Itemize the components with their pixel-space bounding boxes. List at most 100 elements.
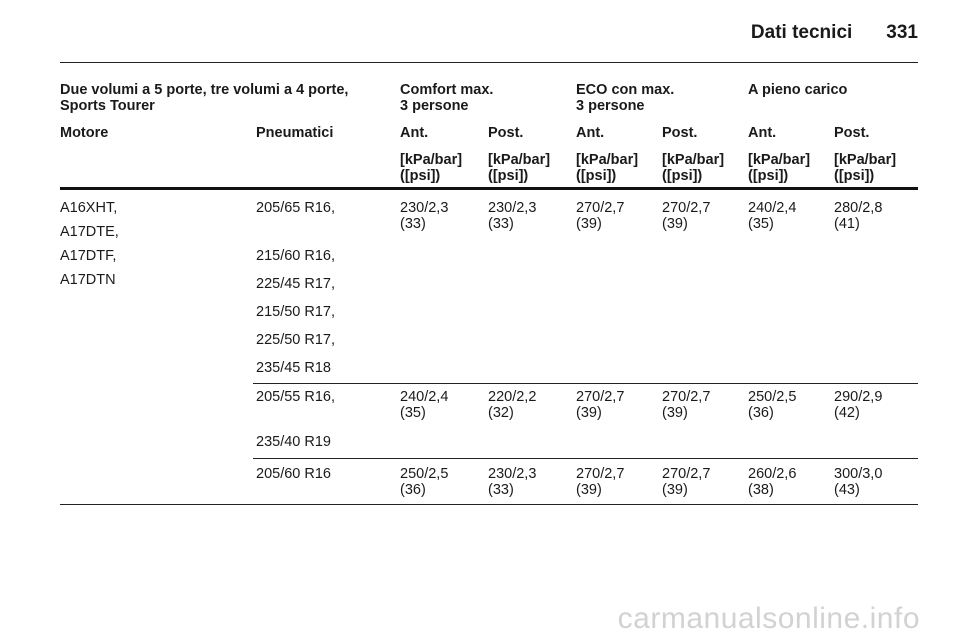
pressure-kpa-bar: 290/2,9: [834, 389, 883, 405]
pressure-psi: (35): [748, 216, 774, 232]
unit-label: [kPa/bar]: [834, 152, 897, 168]
page-number: 331: [886, 22, 918, 43]
row-divider: [253, 383, 918, 384]
unit-label: ([psi]): [488, 168, 529, 184]
tyre-size: 205/60 R16: [256, 466, 331, 482]
pressure-value: 240/2,4 (35): [748, 200, 796, 232]
pressure-kpa-bar: 300/3,0: [834, 466, 883, 482]
unit-label: [kPa/bar]: [576, 152, 639, 168]
pressure-value: 220/2,2 (32): [488, 389, 536, 421]
tyre-size: 205/65 R16,: [256, 200, 336, 216]
pressure-kpa-bar: 280/2,8: [834, 200, 883, 216]
pressure-kpa-bar: 240/2,4: [400, 389, 449, 405]
eco-header-line: ECO con max.: [576, 82, 675, 98]
column-header-eco-front: Ant.: [576, 125, 605, 141]
pressure-value: 270/2,7 (39): [662, 389, 710, 421]
pressure-value: 300/3,0 (43): [834, 466, 882, 498]
unit-header: [kPa/bar] ([psi]): [400, 152, 462, 184]
unit-header: [kPa/bar] ([psi]): [834, 152, 896, 184]
unit-header: [kPa/bar] ([psi]): [576, 152, 638, 184]
unit-header: [kPa/bar] ([psi]): [662, 152, 724, 184]
watermark-text: carmanualsonline.info: [617, 602, 920, 635]
pressure-value: 270/2,7 (39): [662, 466, 710, 498]
unit-label: ([psi]): [834, 168, 875, 184]
unit-label: [kPa/bar]: [488, 152, 551, 168]
pressure-value: 250/2,5 (36): [400, 466, 448, 498]
pressure-value: 230/2,3 (33): [488, 200, 536, 232]
pressure-kpa-bar: 270/2,7: [576, 389, 625, 405]
pressure-kpa-bar: 270/2,7: [576, 200, 625, 216]
pressure-kpa-bar: 270/2,7: [662, 200, 711, 216]
column-header-engine: Motore: [60, 125, 109, 141]
eco-header-line: 3 persone: [576, 98, 645, 114]
pressure-kpa-bar: 250/2,5: [400, 466, 449, 482]
pressure-psi: (39): [576, 216, 602, 232]
table-bottom-rule: [60, 504, 918, 505]
pressure-kpa-bar: 270/2,7: [576, 466, 625, 482]
column-header-tyres: Pneumatici: [256, 125, 334, 141]
tyre-size: 215/60 R16,: [256, 248, 336, 264]
unit-label: [kPa/bar]: [748, 152, 811, 168]
column-header-eco-rear: Post.: [662, 125, 698, 141]
pressure-value: 270/2,7 (39): [576, 466, 624, 498]
pressure-value: 270/2,7 (39): [662, 200, 710, 232]
pressure-value: 250/2,5 (36): [748, 389, 796, 421]
pressure-value: 280/2,8 (41): [834, 200, 882, 232]
unit-label: [kPa/bar]: [662, 152, 725, 168]
pressure-value: 270/2,7 (39): [576, 389, 624, 421]
pressure-kpa-bar: 230/2,3: [488, 200, 537, 216]
unit-label: ([psi]): [400, 168, 441, 184]
pressure-kpa-bar: 250/2,5: [748, 389, 797, 405]
pressure-psi: (39): [662, 216, 688, 232]
pressure-value: 230/2,3 (33): [488, 466, 536, 498]
pressure-value: 240/2,4 (35): [400, 389, 448, 421]
tyre-size: 225/50 R17,: [256, 332, 336, 348]
pressure-psi: (39): [662, 405, 688, 421]
engine-code: A16XHT,: [60, 200, 118, 216]
pressure-value: 270/2,7 (39): [576, 200, 624, 232]
engine-code: A17DTE,: [60, 224, 119, 240]
pressure-psi: (36): [400, 482, 426, 498]
section-title: Dati tecnici: [750, 22, 853, 43]
tyre-size: 225/45 R17,: [256, 276, 336, 292]
pressure-psi: (42): [834, 405, 860, 421]
body-types-line: Sports Tourer: [60, 98, 155, 114]
pressure-kpa-bar: 220/2,2: [488, 389, 537, 405]
pressure-kpa-bar: 240/2,4: [748, 200, 797, 216]
tyre-size: 215/50 R17,: [256, 304, 336, 320]
eco-header: ECO con max. 3 persone: [576, 82, 674, 114]
pressure-psi: (43): [834, 482, 860, 498]
engine-code: A17DTN: [60, 272, 116, 288]
column-header-comfort-front: Ant.: [400, 125, 429, 141]
unit-header: [kPa/bar] ([psi]): [488, 152, 550, 184]
pressure-psi: (38): [748, 482, 774, 498]
pressure-value: 230/2,3 (33): [400, 200, 448, 232]
pressure-psi: (36): [748, 405, 774, 421]
column-header-comfort-rear: Post.: [488, 125, 524, 141]
pressure-psi: (39): [576, 405, 602, 421]
comfort-header: Comfort max. 3 persone: [400, 82, 493, 114]
page-header: Dati tecnici 331: [60, 18, 918, 48]
pressure-kpa-bar: 270/2,7: [662, 389, 711, 405]
body-types-line: Due volumi a 5 porte, tre volumi a 4 por…: [60, 82, 349, 98]
pressure-value: 260/2,6 (38): [748, 466, 796, 498]
pressure-psi: (33): [400, 216, 426, 232]
pressure-kpa-bar: 230/2,3: [488, 466, 537, 482]
header-divider: [60, 62, 918, 63]
tyre-size: 235/40 R19: [256, 434, 331, 450]
pressure-psi: (32): [488, 405, 514, 421]
unit-label: [kPa/bar]: [400, 152, 463, 168]
pressure-psi: (41): [834, 216, 860, 232]
pressure-psi: (33): [488, 216, 514, 232]
engine-code: A17DTF,: [60, 248, 117, 264]
unit-header: [kPa/bar] ([psi]): [748, 152, 810, 184]
column-header-full-front: Ant.: [748, 125, 777, 141]
unit-label: ([psi]): [662, 168, 703, 184]
unit-label: ([psi]): [748, 168, 789, 184]
pressure-psi: (39): [662, 482, 688, 498]
comfort-header-line: 3 persone: [400, 98, 469, 114]
pressure-psi: (39): [576, 482, 602, 498]
pressure-psi: (33): [488, 482, 514, 498]
column-header-full-rear: Post.: [834, 125, 870, 141]
unit-label: ([psi]): [576, 168, 617, 184]
